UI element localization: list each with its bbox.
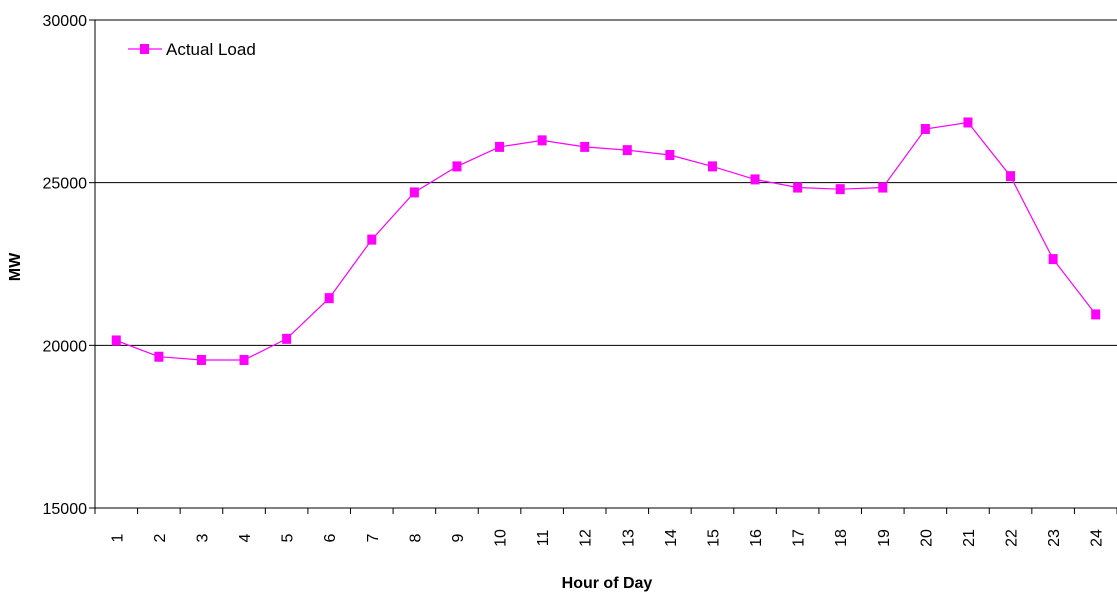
x-tick-label: 18 [833, 529, 850, 547]
data-point [1006, 171, 1016, 182]
x-tick-label: 8 [407, 533, 424, 542]
data-point [1048, 254, 1058, 265]
data-point [878, 182, 888, 193]
x-tick-label: 24 [1089, 529, 1106, 547]
data-point [367, 234, 377, 245]
x-tick-label: 9 [450, 533, 467, 542]
x-tick-label: 2 [152, 533, 169, 542]
series-actual-load [111, 117, 1101, 365]
x-tick-label: 17 [791, 529, 808, 547]
axes [94, 20, 1117, 509]
data-point [196, 354, 206, 365]
x-tick-label: 11 [535, 530, 552, 547]
data-point [793, 182, 803, 193]
y-tick-label: 25000 [43, 176, 88, 193]
x-tick-label: 6 [322, 533, 339, 542]
data-point [154, 351, 164, 362]
x-tick-label: 23 [1046, 529, 1063, 547]
data-point [495, 141, 505, 152]
x-tick-label: 16 [748, 529, 765, 547]
x-tick-label: 14 [663, 529, 680, 547]
x-tick-label: 13 [620, 529, 637, 547]
data-point [707, 161, 717, 172]
data-point [409, 187, 419, 198]
x-tick-label: 12 [578, 529, 595, 547]
data-point [452, 161, 462, 172]
y-tick-label: 15000 [43, 501, 88, 518]
x-tick-label: 19 [876, 529, 893, 547]
y-axis-title: MW [7, 252, 24, 281]
gridlines [95, 19, 1117, 346]
x-axis-ticks: 1 2 3 4 5 6 7 8 9 10 11 12 13 14 15 16 17 18 19 20 21 22 23 24 [94, 508, 1117, 547]
series-line [116, 121, 1097, 361]
data-point [580, 141, 590, 152]
data-point [1091, 309, 1101, 320]
data-point [537, 135, 547, 146]
y-tick-label: 30000 [43, 13, 88, 30]
legend-label: Actual Load [166, 40, 256, 59]
data-point [750, 174, 760, 185]
y-tick-label: 20000 [43, 338, 88, 355]
data-point [920, 123, 930, 134]
x-tick-label: 5 [280, 533, 297, 542]
x-tick-label: 20 [918, 529, 935, 547]
data-point [665, 150, 675, 161]
x-tick-label: 15 [705, 529, 722, 547]
data-point [111, 335, 121, 346]
data-point [239, 354, 249, 365]
data-point [282, 333, 292, 344]
data-point [622, 145, 632, 156]
y-axis-ticks: 15000 20000 25000 30000 [43, 13, 95, 518]
x-tick-label: 10 [493, 529, 510, 547]
data-point [835, 184, 845, 195]
data-point [963, 117, 973, 128]
x-tick-label: 21 [961, 529, 978, 547]
x-tick-label: 22 [1004, 529, 1021, 547]
legend-marker [140, 44, 149, 54]
x-tick-label: 4 [237, 533, 254, 542]
x-tick-label: 3 [194, 533, 211, 542]
legend: Actual Load [128, 40, 256, 59]
x-tick-label: 1 [109, 533, 126, 542]
x-tick-label: 7 [365, 533, 382, 542]
data-point [324, 293, 334, 304]
x-axis-title: Hour of Day [562, 575, 653, 592]
